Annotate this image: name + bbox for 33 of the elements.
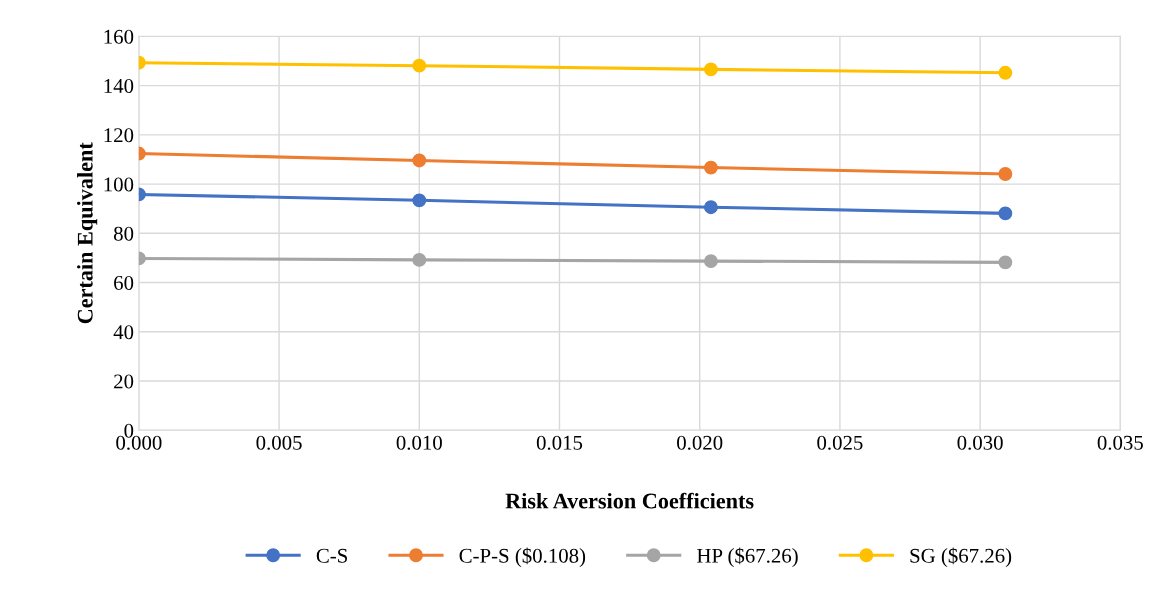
y-tick-label: 40 <box>113 325 134 340</box>
y-tick-label: 140 <box>104 78 134 94</box>
x-tick-label: 0.035 <box>1097 435 1143 450</box>
x-axis-title: Risk Aversion Coefficients <box>505 492 754 509</box>
y-tick-label: 100 <box>104 177 134 192</box>
point <box>998 206 1013 221</box>
point <box>703 200 718 215</box>
point <box>998 65 1013 80</box>
point <box>703 160 718 175</box>
legend-label: C-S <box>316 548 347 563</box>
x-tick-label: 0.010 <box>396 435 442 450</box>
point <box>998 167 1013 181</box>
legend-label: C-P-S ($0.108) <box>459 547 586 568</box>
x-tick-label: 0.015 <box>536 435 583 450</box>
y-tick-label: 60 <box>114 275 134 290</box>
legend-label: HP ($67.26) <box>697 547 798 568</box>
point <box>703 62 718 77</box>
point <box>412 58 427 73</box>
point <box>703 254 718 269</box>
y-tick-label: 80 <box>113 226 134 241</box>
point <box>998 255 1013 270</box>
y-tick-label: 120 <box>104 128 134 143</box>
x-tick-label: 0.005 <box>256 435 302 450</box>
point <box>412 252 427 267</box>
y-tick-label: 160 <box>104 29 134 44</box>
y-tick-label: 20 <box>114 374 134 389</box>
x-tick-label: 0.025 <box>817 435 863 450</box>
legend-label: SG ($67.26) <box>910 547 1012 568</box>
y-axis-title: Certain Equivalent <box>77 142 98 324</box>
x-tick-label: 0.030 <box>957 435 1003 450</box>
point <box>412 153 427 168</box>
point <box>412 193 427 208</box>
x-tick-label: 0.020 <box>677 435 723 450</box>
